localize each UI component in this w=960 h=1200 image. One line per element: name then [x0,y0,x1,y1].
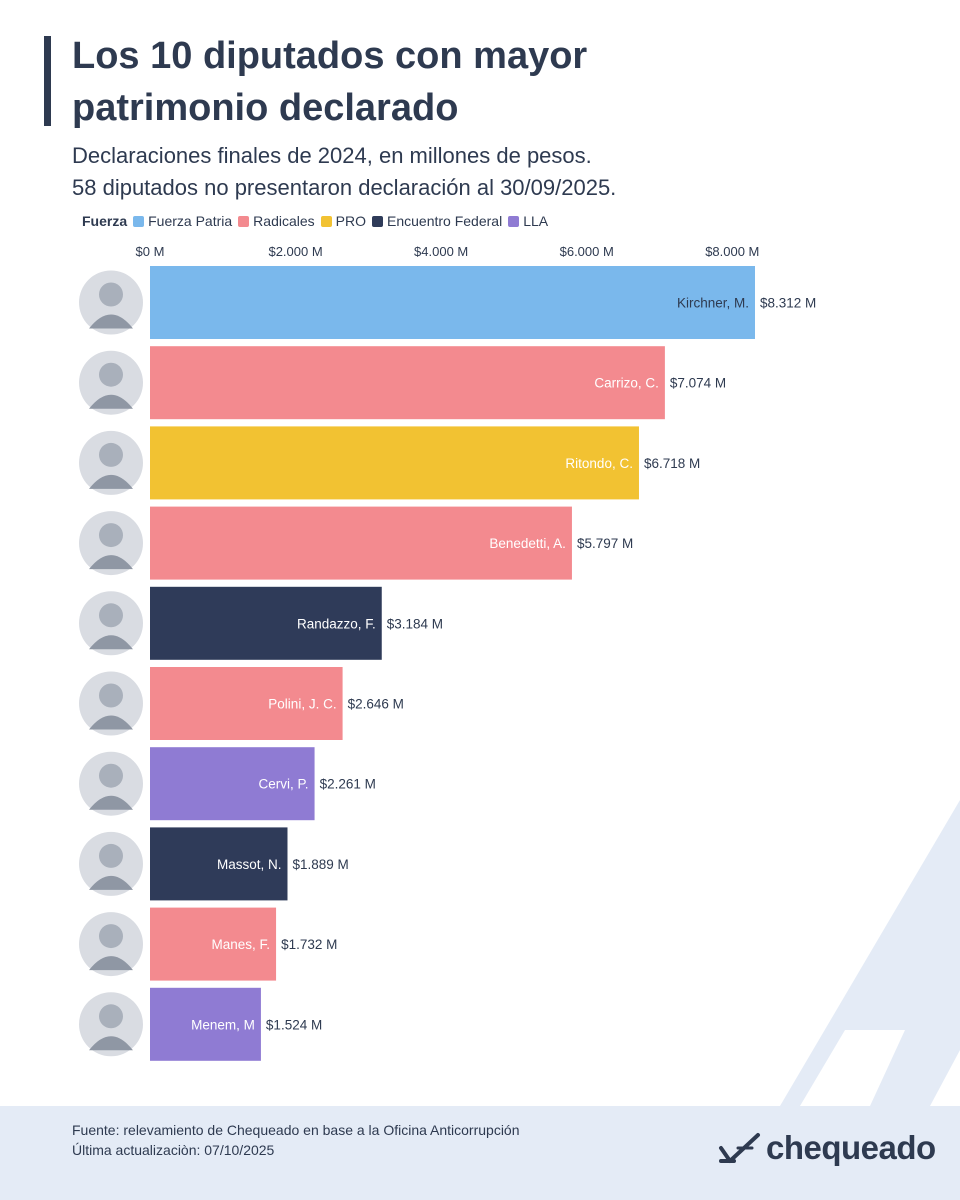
bar [150,506,572,580]
legend-label: Encuentro Federal [387,213,503,229]
bar-value-label: $5.797 M [577,536,633,551]
avatar-body [89,956,133,971]
bar [150,747,315,821]
bar [150,827,288,901]
avatar-body [89,555,133,570]
avatar-head [99,603,123,628]
title-line-2: patrimonio declarado [72,87,459,129]
avatar-head [99,924,123,949]
x-tick-label: $2.000 M [268,244,322,259]
bar [150,266,755,339]
subtitle-line-1: Declaraciones finales de 2024, en millon… [72,143,592,168]
avatar-head [99,683,123,708]
brand-name: chequeado [766,1129,936,1166]
source-line-1: Fuente: relevamiento de Chequeado en bas… [72,1122,520,1138]
avatar-body [89,1036,133,1051]
avatar-head [99,1004,123,1029]
bar-name-label: Massot, N. [217,857,282,872]
legend: Fuerza Fuerza Patria Radicales PRO Encue… [82,211,554,231]
legend-item-lla: LLA [508,213,548,229]
legend-label: PRO [335,213,366,229]
avatar-head [99,843,123,868]
x-tick-label: $4.000 M [414,244,468,259]
bar [150,987,261,1061]
legend-title: Fuerza [82,213,128,229]
legend-swatch [372,215,383,227]
bar [150,346,665,420]
bar-value-label: $2.261 M [320,777,376,792]
legend-swatch [238,215,250,227]
bar-name-label: Kirchner, M. [677,296,749,311]
bar-value-label: $1.732 M [281,937,337,952]
avatar-body [89,635,133,650]
bar-chart: $0 M $2.000 M $4.000 M $6.000 M $8.000 M Kirc… [79,244,816,1061]
bar [150,426,639,500]
title-line-1: Los 10 diputados con mayor [72,35,588,77]
chequeado-logo-icon [719,1133,760,1163]
brand-logo: chequeado [718,1126,936,1170]
x-tick-label: $6.000 M [560,244,614,259]
bar-name-label: Benedetti, A. [489,536,566,551]
footer: Fuente: relevamiento de Chequeado en bas… [0,1106,960,1200]
legend-label: Radicales [253,213,315,229]
avatar-body [89,875,133,890]
bar-name-label: Carrizo, C. [594,376,659,391]
subtitle-line-2: 58 diputados no presentaron declaración … [72,175,617,200]
chart-subtitle: Declaraciones finales de 2024, en millon… [72,140,932,204]
x-tick-label: $8.000 M [705,244,759,259]
bar [150,667,343,740]
bar-value-label: $6.718 M [644,456,700,471]
source-line-2: Última actualizaciòn: 07/10/2025 [72,1142,275,1158]
avatar-body [89,394,133,409]
avatar-body [89,715,133,730]
avatar-head [99,523,123,548]
legend-swatch [320,215,332,227]
bar [150,586,382,660]
avatar-head [99,362,123,387]
source-note: Fuente: relevamiento de Chequeado en bas… [72,1120,520,1160]
bar [150,907,277,981]
bar-name-label: Cervi, P. [259,777,309,792]
title-accent-bar [44,36,51,126]
avatar-head [99,763,123,788]
bar-name-label: Ritondo, C. [565,456,633,471]
bar-name-label: Randazzo, F. [297,616,376,631]
legend-label: LLA [523,213,549,229]
bar-name-label: Manes, F. [212,937,271,952]
bar-value-label: $8.312 M [760,296,816,311]
chart-title: Los 10 diputados con mayor patrimonio de… [72,30,912,134]
bar-value-label: $1.524 M [266,1017,322,1032]
bar-value-label: $7.074 M [670,376,726,391]
legend-item-radicales: Radicales [238,213,315,229]
avatar-head [99,282,123,307]
legend-swatch [508,215,520,227]
avatar-body [89,795,133,810]
x-tick-label: $0 M [136,244,165,259]
bar-name-label: Menem, M [191,1017,255,1032]
bar-value-label: $1.889 M [292,857,348,872]
avatar-head [99,442,123,467]
avatar-body [89,314,133,329]
avatar-body [89,474,133,489]
bar-name-label: Polini, J. C. [268,697,336,712]
bar-value-label: $2.646 M [348,697,404,712]
legend-item-encuentro-federal: Encuentro Federal [372,213,502,229]
legend-item-fuerza-patria: Fuerza Patria [133,213,232,229]
bar-value-label: $3.184 M [387,616,443,631]
legend-item-pro: PRO [320,213,366,229]
legend-label: Fuerza Patria [148,213,233,229]
legend-swatch [133,215,145,227]
